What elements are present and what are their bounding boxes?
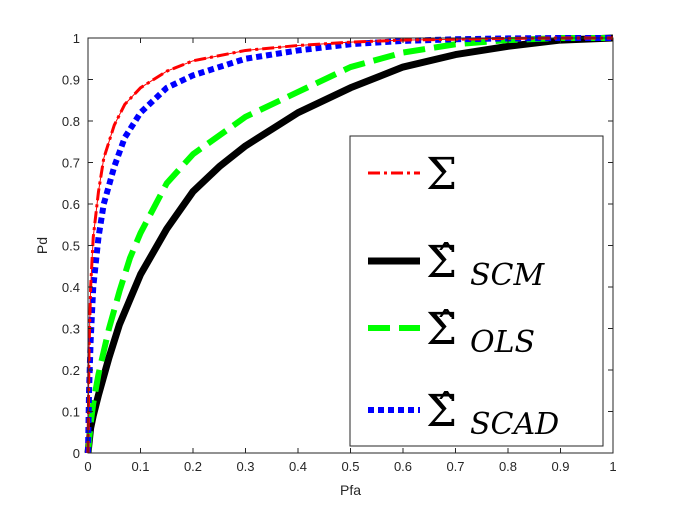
tick-layer: 0 0.1 0.2 0.3 0.4 0.5 0.6 0.7 0.8 0.9 1 0 0.1 0.2 0.3 0… <box>62 31 617 474</box>
x-tick-label: 0.1 <box>131 459 149 474</box>
legend-symbol: Σ̂ <box>426 304 457 355</box>
y-tick-label: 0.5 <box>62 239 80 254</box>
legend-symbol: Σ̂ <box>426 386 457 437</box>
legend-subscript: SCAD <box>470 407 559 442</box>
y-tick-label: 0.6 <box>62 197 80 212</box>
legend-symbol: Σ <box>426 149 457 200</box>
x-tick-label: 0.3 <box>236 459 254 474</box>
legend-symbol: Σ̂ <box>426 237 457 288</box>
y-tick-label: 0 <box>73 446 80 461</box>
series-line-scm <box>84 34 614 454</box>
y-tick-label: 0.7 <box>62 156 80 171</box>
legend-entries: Σ Σ̂ SCM Σ̂ OLS Σ̂ SCAD <box>368 149 559 442</box>
x-tick-label: 0.5 <box>341 459 359 474</box>
legend-box <box>349 135 604 447</box>
x-tick-label: 0.9 <box>551 459 569 474</box>
y-tick-label: 0.1 <box>62 405 80 420</box>
y-axis-label: Pd <box>34 237 50 254</box>
y-tick-label: 0.3 <box>62 322 80 337</box>
legend-subscript: SCM <box>470 258 546 293</box>
y-tick-label: 0.4 <box>62 280 80 295</box>
x-axis-label: Pfa <box>340 482 361 498</box>
legend-subscript: OLS <box>470 325 535 360</box>
x-tick-label: 0.7 <box>446 459 464 474</box>
y-tick-label: 1 <box>73 31 80 46</box>
x-tick-label: 0.6 <box>394 459 412 474</box>
y-tick-label: 0.2 <box>62 363 80 378</box>
x-tick-label: 0.8 <box>499 459 517 474</box>
x-tick-label: 0 <box>84 459 91 474</box>
x-tick-label: 0.2 <box>184 459 202 474</box>
x-tick-label: 0.4 <box>289 459 307 474</box>
legend: Σ Σ̂ SCM Σ̂ OLS Σ̂ SCAD <box>349 135 604 447</box>
y-tick-label: 0.8 <box>62 114 80 129</box>
series-line-ols <box>85 35 613 454</box>
x-tick-label: 1 <box>609 459 616 474</box>
y-tick-label: 0.9 <box>62 73 80 88</box>
